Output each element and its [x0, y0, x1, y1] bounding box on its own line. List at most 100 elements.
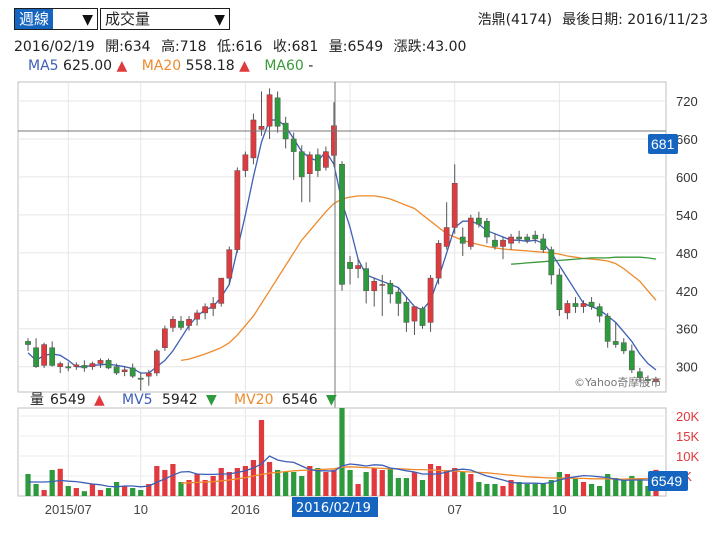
volume-bar [162, 470, 168, 496]
date-tick-label: 07 [447, 502, 461, 517]
candle-body [186, 318, 192, 326]
volume-bar [395, 478, 401, 496]
volume-bar [613, 478, 619, 496]
candle-body [290, 138, 297, 152]
current-price-label: 681 [651, 136, 675, 152]
chevron-down-icon: ▼ [214, 12, 225, 28]
volume-bar [178, 482, 184, 496]
ma5-label: MA5 [28, 58, 59, 74]
volume-bar [572, 478, 579, 496]
candle-body [137, 377, 144, 380]
candle-body [81, 365, 88, 369]
candle-body [170, 318, 176, 328]
vol-label: 量 [30, 392, 44, 408]
candle-body [612, 341, 619, 345]
candle-body [25, 341, 31, 345]
candle-body [524, 236, 531, 241]
mv20-line [180, 466, 656, 484]
period-select[interactable]: 週線 ▼ [14, 8, 98, 30]
volume-bar [637, 478, 643, 496]
candle-body [556, 274, 563, 311]
volume-bar [242, 466, 249, 496]
volume-bar [621, 480, 627, 496]
candle-body [41, 344, 47, 366]
date-axis: 2015/07102016040710 [45, 502, 567, 517]
mv5-value: 5942 [162, 392, 198, 408]
up-arrow-icon: ▲ [239, 58, 250, 74]
volume-bar [468, 474, 474, 496]
ma5-value: 625.00 [63, 58, 113, 74]
volume-bar [492, 484, 498, 496]
volume-bar [532, 484, 538, 496]
volume-bar [645, 486, 651, 496]
volume-bar [234, 468, 240, 496]
candle-body [113, 366, 120, 374]
volume-bar [363, 472, 369, 496]
candle-body [258, 126, 265, 130]
volume-bar [138, 490, 144, 496]
volume-bar [274, 470, 281, 496]
candle-body [314, 154, 321, 171]
volume-bar [323, 472, 329, 496]
candle-body [339, 163, 345, 285]
ma20-line [180, 195, 657, 362]
vol-value: 6549 [50, 392, 86, 408]
candle-body [540, 238, 547, 250]
date-tick-label: 10 [133, 502, 147, 517]
volume-bar [89, 484, 96, 496]
volume-bar [194, 474, 200, 496]
current-volume-tag [648, 471, 688, 491]
candlesticks [25, 88, 659, 391]
ohlc-info: 2016/02/19 開:634 高:718 低:616 收:681 量:654… [14, 36, 472, 56]
candle-body [347, 262, 353, 269]
ma60-legend: MA60 - [264, 58, 313, 74]
ma60-label: MA60 [264, 58, 304, 74]
candle-body [620, 342, 627, 352]
ma20-legend: MA20 558.18 ▲ [142, 58, 255, 74]
ohlc-low: 低:616 [216, 39, 263, 55]
current-volume-label: 6549 [651, 473, 682, 489]
volume-bar [146, 484, 152, 496]
volume-tick-label: 10K [676, 449, 699, 464]
period-select-value: 週線 [15, 9, 54, 29]
volume-bar [484, 484, 490, 496]
volume-bar [154, 466, 160, 496]
volume-bar [202, 480, 208, 496]
volume-bar [170, 464, 176, 496]
volume-bar [250, 460, 257, 496]
ohlc-open: 開:634 [105, 39, 151, 55]
volume-bar [597, 486, 603, 496]
candle-body [645, 379, 651, 381]
up-arrow-icon: ▲ [116, 58, 128, 74]
candle-body [459, 236, 466, 244]
volume-bar [73, 488, 79, 496]
volume-bar [556, 472, 562, 496]
candle-body [516, 236, 522, 240]
ma60-value: - [308, 58, 314, 74]
ohlc-volume: 量:6549 [328, 39, 384, 55]
x-grid [67, 82, 560, 392]
candle-body [355, 265, 361, 269]
candle-body [637, 371, 643, 378]
candle-body [306, 154, 313, 174]
ohlc-high: 高:718 [161, 39, 207, 55]
volume-bar [33, 484, 39, 496]
candle-body [73, 364, 80, 367]
price-axis: 720 660 600 540 480 420 360 300 [676, 94, 698, 375]
ma60-line [511, 256, 657, 265]
candle-body [323, 151, 329, 168]
volume-bar [500, 486, 506, 496]
volume-bar [371, 468, 377, 496]
volume-bar [580, 482, 587, 496]
candle-body [105, 360, 112, 369]
volume-bar [629, 476, 635, 496]
mv5-label: MV5 [122, 392, 153, 408]
indicator-select[interactable]: 成交量 ▼ [100, 8, 230, 30]
ma20-label: MA20 [141, 58, 182, 74]
watermark: ©Yahoo奇摩股市 [574, 375, 661, 389]
chevron-down-icon: ▼ [82, 12, 93, 28]
down-arrow-icon: ▼ [206, 392, 217, 408]
volume-bar [540, 484, 546, 496]
last-date: 最後日期: 2016/11/23 [562, 12, 708, 28]
